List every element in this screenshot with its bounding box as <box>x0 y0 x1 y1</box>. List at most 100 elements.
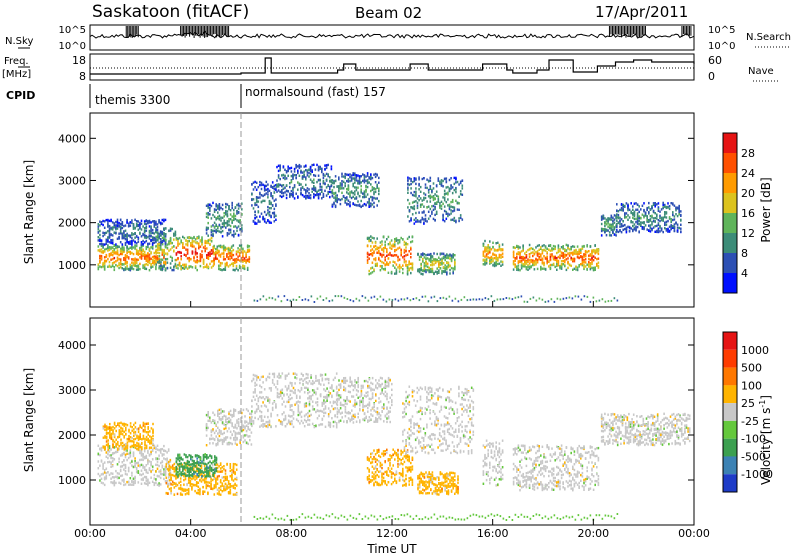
power-cell <box>169 239 172 243</box>
power-cell <box>105 238 108 241</box>
power-cell <box>97 245 100 248</box>
velocity-cell <box>124 455 127 459</box>
power-cell <box>230 251 233 255</box>
power-cell <box>213 229 216 233</box>
power-cell <box>267 193 269 196</box>
power-cell <box>405 260 407 263</box>
power-cell <box>226 220 229 223</box>
power-cell <box>173 234 175 237</box>
power-cell <box>583 255 585 258</box>
power-cell <box>438 263 440 266</box>
power-cell <box>116 245 119 249</box>
power-cell <box>540 246 542 249</box>
power-cell <box>237 255 239 258</box>
power-cell <box>215 218 217 221</box>
power-cell <box>213 257 215 260</box>
power-cell <box>581 264 584 267</box>
power-cell <box>227 265 230 268</box>
power-cell <box>438 271 440 274</box>
power-cell <box>431 212 433 215</box>
velocity-cell <box>137 471 140 474</box>
velocity-cell <box>117 443 119 446</box>
velocity-cell <box>126 480 128 484</box>
velocity-cell <box>208 481 211 484</box>
power-cell <box>662 217 664 220</box>
velocity-cell <box>129 432 132 435</box>
power-cell <box>155 267 157 271</box>
power-cell <box>405 249 407 252</box>
power-cell <box>489 262 491 265</box>
power-cell <box>207 211 209 215</box>
velocity-cell <box>118 460 120 463</box>
power-cell <box>589 253 592 256</box>
power-cell <box>524 263 526 266</box>
power-cell <box>426 262 429 265</box>
power-cell <box>282 176 285 180</box>
velocity-cell <box>137 481 140 484</box>
power-cell <box>379 259 382 263</box>
power-cell <box>431 261 434 265</box>
velocity-cell <box>141 426 143 429</box>
power-cell <box>159 268 162 271</box>
velocity-cell <box>151 458 154 461</box>
velocity-cell <box>155 481 157 484</box>
power-cell <box>659 226 661 229</box>
power-cell <box>329 187 331 190</box>
power-cell <box>445 210 448 214</box>
power-cell <box>292 195 294 198</box>
velocity-cell <box>113 481 116 484</box>
power-cell <box>121 243 124 246</box>
power-cell <box>664 203 666 207</box>
power-cell <box>265 213 268 216</box>
power-cell <box>536 244 539 248</box>
power-cell <box>155 245 157 248</box>
power-cell <box>410 248 412 251</box>
velocity-cell <box>142 466 144 469</box>
power-cell <box>373 237 375 240</box>
power-cell <box>228 220 230 223</box>
power-cell <box>317 168 320 172</box>
power-cell <box>124 254 127 257</box>
power-cell <box>221 229 224 233</box>
velocity-cell <box>181 487 184 491</box>
power-cell <box>110 258 112 261</box>
power-cell <box>158 219 160 222</box>
power-cell <box>358 180 361 183</box>
velocity-cell <box>152 434 154 438</box>
velocity-cell <box>142 464 144 467</box>
velocity-cell <box>105 477 108 480</box>
power-cell <box>445 200 448 204</box>
power-cell <box>157 251 159 254</box>
power-cell <box>143 231 146 234</box>
velocity-cell <box>137 436 140 439</box>
power-cell <box>116 227 119 230</box>
power-cell <box>107 220 109 223</box>
velocity-cell <box>171 473 174 477</box>
power-cell <box>475 298 478 301</box>
power-cell <box>553 300 556 303</box>
power-cell <box>99 224 101 227</box>
power-cell <box>439 263 442 266</box>
power-cell <box>368 253 370 256</box>
power-cell <box>346 202 348 205</box>
power-cell <box>186 244 189 247</box>
power-cell <box>142 244 144 247</box>
power-cell <box>163 256 165 259</box>
power-cell <box>229 218 232 221</box>
velocity-cell <box>140 454 143 457</box>
power-cell <box>342 187 345 190</box>
power-cell <box>110 226 112 230</box>
power-cell <box>147 235 149 239</box>
power-cell <box>366 179 369 182</box>
power-cell <box>538 248 540 251</box>
power-cell <box>662 203 664 206</box>
power-cell <box>354 193 356 196</box>
velocity-cell <box>192 477 195 480</box>
velocity-cell <box>115 481 117 485</box>
velocity-cell <box>192 467 195 470</box>
power-cell <box>224 258 227 261</box>
power-cell <box>226 253 228 256</box>
power-cell <box>219 255 222 258</box>
power-cell <box>159 262 162 265</box>
power-cell <box>155 256 157 259</box>
